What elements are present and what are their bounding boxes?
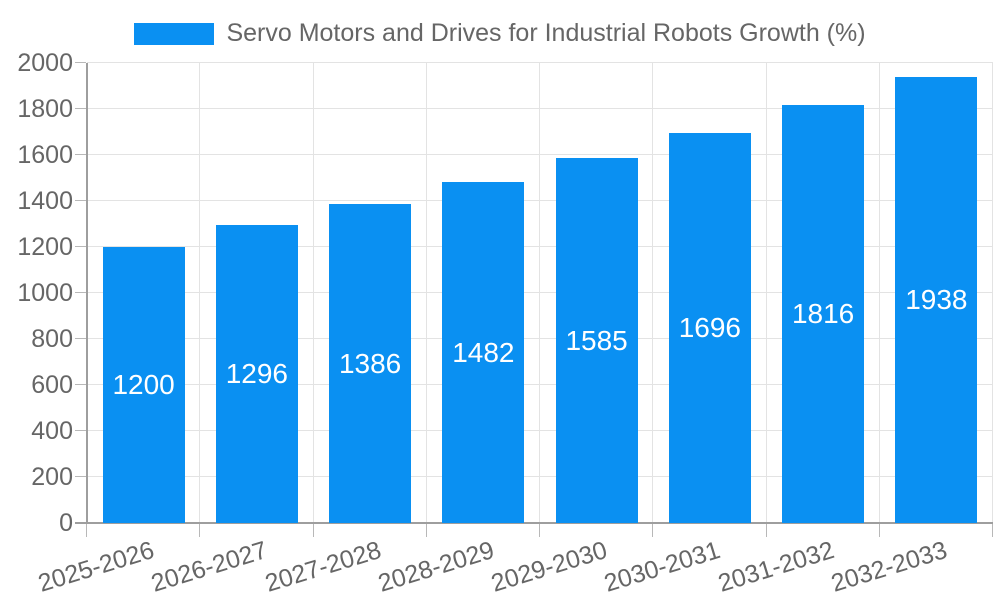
x-gridline: [312, 63, 314, 523]
y-tick-mark: [75, 476, 86, 477]
y-tick-mark: [75, 246, 86, 247]
y-axis-tick-label: 1400: [17, 187, 73, 215]
x-tick-mark: [199, 524, 201, 537]
x-axis-tick-label: 2025-2026: [34, 536, 158, 598]
y-tick-mark: [75, 108, 86, 109]
legend-item[interactable]: Servo Motors and Drives for Industrial R…: [0, 19, 1000, 48]
y-tick-mark: [75, 154, 86, 155]
y-tick-mark: [75, 338, 86, 339]
bar-2025-2026[interactable]: 1200: [102, 247, 185, 523]
y-tick-mark: [75, 430, 86, 431]
y-axis-tick-label: 0: [59, 509, 73, 537]
y-axis-tick-label: 1600: [17, 141, 73, 169]
x-tick-mark: [652, 524, 654, 537]
x-axis-tick-label: 2029-2030: [487, 536, 611, 598]
bar-2031-2032[interactable]: 1816: [782, 105, 865, 523]
y-gridline: [87, 338, 993, 339]
bar-2029-2030[interactable]: 1585: [555, 158, 638, 523]
bar-value-label: 1482: [452, 336, 515, 368]
x-gridline: [539, 63, 540, 523]
bar-value-label: 1696: [678, 311, 742, 343]
y-tick-mark: [75, 62, 86, 63]
x-axis-line: [75, 522, 993, 524]
plot-area: 0 200 400 600 800 1000 1200 1400 1600 1800 2000 120…: [17, 49, 993, 598]
y-tick-mark: [75, 292, 86, 293]
y-axis-tick-label: 1800: [17, 95, 73, 123]
x-gridline: [992, 63, 993, 523]
y-axis-line: [86, 63, 88, 523]
x-tick-mark: [878, 524, 880, 537]
y-gridline: [87, 108, 993, 109]
bar-2026-2027[interactable]: 1296: [215, 224, 298, 523]
bar-value-label: 1386: [338, 347, 402, 379]
y-axis-tick-label: 400: [31, 417, 73, 445]
x-tick-mark: [765, 524, 767, 537]
y-gridline: [87, 200, 993, 201]
y-axis-tick-label: 600: [31, 371, 73, 399]
y-axis-tick-label: 1000: [17, 279, 73, 307]
bar-2028-2029[interactable]: 1482: [442, 182, 525, 523]
bar-value-label: 1816: [791, 298, 855, 330]
x-axis-tick-label: 2028-2029: [374, 536, 498, 598]
x-tick-mark: [992, 524, 993, 537]
x-gridline: [425, 63, 427, 523]
legend-label: Servo Motors and Drives for Industrial R…: [226, 19, 866, 47]
y-axis-tick-label: 2000: [17, 49, 73, 77]
x-gridline: [765, 63, 767, 523]
x-tick-mark: [86, 524, 87, 537]
x-gridline: [199, 63, 201, 523]
x-tick-mark: [425, 524, 427, 537]
legend-swatch: [134, 22, 215, 45]
bar-value-label: 1585: [565, 324, 628, 356]
y-axis-tick-label: 200: [31, 463, 73, 491]
y-gridline: [87, 292, 993, 293]
x-axis-tick-label: 2031-2032: [714, 536, 838, 598]
bar-2030-2031[interactable]: 1696: [668, 132, 751, 523]
y-axis-tick-label: 800: [31, 325, 73, 353]
y-gridline: [87, 154, 993, 155]
y-gridline: [87, 384, 993, 385]
x-gridline: [652, 63, 654, 523]
x-axis-tick-label: 2026-2027: [148, 536, 271, 598]
y-tick-mark: [75, 200, 86, 201]
x-axis-tick-label: 2032-2033: [827, 536, 951, 598]
bar-2032-2033[interactable]: 1938: [895, 77, 978, 523]
x-axis-tick-label: 2027-2028: [261, 536, 385, 598]
x-tick-mark: [312, 524, 314, 537]
y-tick-mark: [75, 384, 86, 385]
y-axis-tick-label: 1200: [17, 233, 73, 261]
x-gridline: [878, 63, 880, 523]
bar-2027-2028[interactable]: 1386: [329, 204, 412, 523]
x-tick-mark: [539, 524, 540, 537]
x-axis-tick-label: 2030-2031: [601, 536, 724, 598]
bar-value-label: 1938: [905, 284, 968, 316]
bar-value-label: 1200: [112, 369, 175, 400]
y-gridline: [87, 476, 993, 477]
y-gridline: [87, 246, 993, 247]
y-gridline: [87, 62, 993, 63]
y-gridline: [87, 430, 993, 431]
bar-value-label: 1296: [225, 357, 289, 389]
